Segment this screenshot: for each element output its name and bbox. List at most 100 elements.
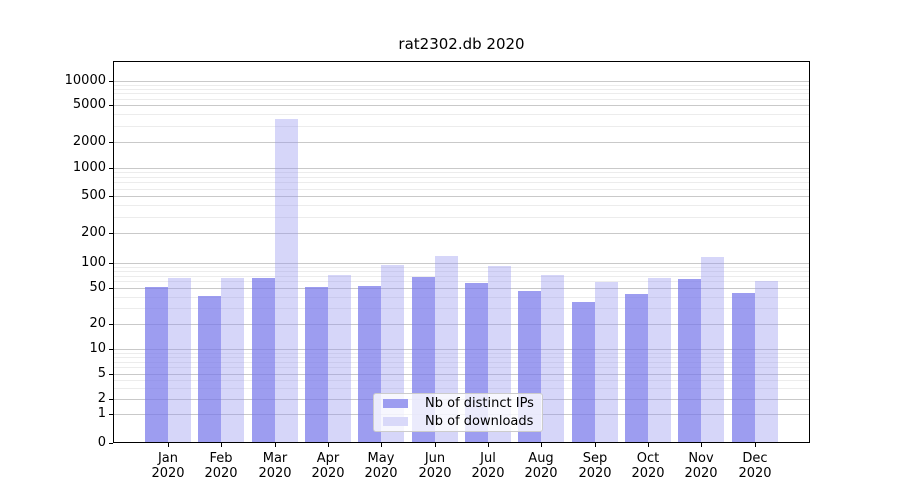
x-axis-tick-label: Dec 2020	[738, 451, 772, 481]
gridline-minor	[113, 357, 810, 358]
bar-distinct-ips-mar	[252, 278, 275, 443]
x-axis-tick	[275, 443, 276, 447]
x-axis-tick	[648, 443, 649, 447]
gridline-major	[113, 263, 810, 264]
legend-label-distinct-ips: Nb of distinct IPs	[425, 396, 534, 411]
bar-downloads-oct	[648, 278, 671, 443]
gridline-minor	[113, 308, 810, 309]
gridline-minor	[113, 353, 810, 354]
x-axis-tick	[221, 443, 222, 447]
x-axis-tick-label: Nov 2020	[684, 451, 718, 481]
x-axis-tick-label: Mar 2020	[258, 451, 292, 481]
gridline-minor	[113, 182, 810, 183]
gridline-major	[113, 168, 810, 169]
x-axis-tick	[488, 443, 489, 447]
x-axis-tick	[328, 443, 329, 447]
gridline-minor	[113, 380, 810, 381]
y-axis-tick-label: 2	[97, 391, 106, 406]
legend-label-downloads: Nb of downloads	[425, 414, 534, 429]
plot-area	[113, 61, 810, 443]
x-axis-tick-label: Apr 2020	[311, 451, 345, 481]
x-axis-tick-label: Jul 2020	[471, 451, 505, 481]
y-axis-tick-label: 0	[97, 435, 106, 450]
y-axis-tick-label: 2000	[72, 134, 106, 149]
gridline-major	[113, 81, 810, 82]
x-axis-tick-label: Jun 2020	[418, 451, 452, 481]
gridline-minor	[113, 362, 810, 363]
gridline-minor	[113, 99, 810, 100]
y-axis-tick-label: 100	[81, 255, 106, 270]
y-axis-tick-label: 200	[81, 225, 106, 240]
gridline-minor	[113, 205, 810, 206]
legend-entry-distinct-ips: Nb of distinct IPs	[383, 396, 542, 411]
legend: Nb of distinct IPs Nb of downloads	[373, 393, 543, 432]
x-axis-tick	[595, 443, 596, 447]
gridline-major	[113, 349, 810, 350]
bar-downloads-dec	[755, 281, 778, 443]
gridline-minor	[113, 172, 810, 173]
bar-distinct-ips-dec	[732, 293, 755, 443]
gridline-major	[113, 233, 810, 234]
gridline-major	[113, 324, 810, 325]
gridline-minor	[113, 276, 810, 277]
gridline-major	[113, 105, 810, 106]
gridline-minor	[113, 189, 810, 190]
gridline-minor	[113, 93, 810, 94]
bar-distinct-ips-sep	[572, 302, 595, 443]
x-axis-tick	[381, 443, 382, 447]
x-axis-tick-label: May 2020	[364, 451, 398, 481]
bar-downloads-feb	[221, 278, 244, 443]
y-axis-tick-label: 500	[81, 188, 106, 203]
gridline-major	[113, 196, 810, 197]
bar-distinct-ips-feb	[198, 296, 221, 443]
gridline-minor	[113, 89, 810, 90]
gridline-minor	[113, 126, 810, 127]
x-axis-tick-label: Feb 2020	[204, 451, 238, 481]
y-axis-tick-label: 1	[97, 406, 106, 421]
y-axis-tick-label: 50	[89, 280, 106, 295]
y-axis-tick	[109, 443, 113, 444]
gridline-minor	[113, 217, 810, 218]
gridline-minor	[113, 388, 810, 389]
y-axis-tick-label: 5	[97, 366, 106, 381]
gridline-minor	[113, 271, 810, 272]
legend-entry-downloads: Nb of downloads	[383, 414, 542, 429]
x-axis-tick	[755, 443, 756, 447]
legend-swatch-downloads	[383, 417, 408, 426]
gridline-minor	[113, 281, 810, 282]
bar-downloads-nov	[701, 257, 724, 443]
gridline-minor	[113, 267, 810, 268]
bar-downloads-mar	[275, 119, 298, 443]
bar-distinct-ips-oct	[625, 294, 648, 443]
gridline-minor	[113, 177, 810, 178]
gridline-minor	[113, 114, 810, 115]
x-axis-tick	[541, 443, 542, 447]
gridline-minor	[113, 297, 810, 298]
legend-swatch-distinct-ips	[383, 399, 408, 408]
x-axis-tick	[435, 443, 436, 447]
gridline-major	[113, 288, 810, 289]
bar-downloads-sep	[595, 282, 618, 443]
x-axis-tick-label: Sep 2020	[578, 451, 612, 481]
gridline-minor	[113, 367, 810, 368]
y-axis-tick-label: 10	[89, 341, 106, 356]
y-axis-tick-label: 10000	[64, 73, 106, 88]
gridline-minor	[113, 85, 810, 86]
x-axis-tick-label: Aug 2020	[524, 451, 558, 481]
bar-downloads-aug	[541, 275, 564, 443]
bar-distinct-ips-nov	[678, 279, 701, 443]
bar-downloads-jan	[168, 278, 191, 443]
x-axis-tick-label: Oct 2020	[631, 451, 665, 481]
bar-distinct-ips-jan	[145, 287, 168, 443]
x-axis-tick-label: Jan 2020	[151, 451, 185, 481]
gridline-major	[113, 374, 810, 375]
y-axis-tick-label: 1000	[72, 160, 106, 175]
gridline-major	[113, 142, 810, 143]
y-axis-tick-label: 5000	[72, 97, 106, 112]
y-axis-tick-label: 20	[89, 316, 106, 331]
x-axis-tick	[168, 443, 169, 447]
bar-distinct-ips-apr	[305, 287, 328, 443]
x-axis-tick	[701, 443, 702, 447]
bar-downloads-apr	[328, 275, 351, 443]
